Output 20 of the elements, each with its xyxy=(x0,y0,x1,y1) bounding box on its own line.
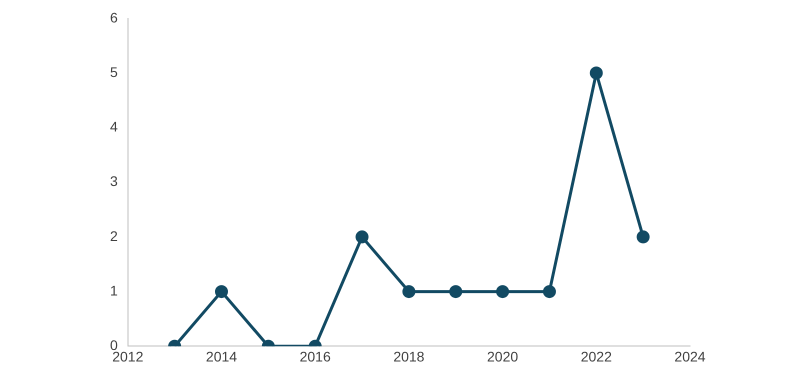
y-tick-label: 1 xyxy=(110,282,118,298)
point xyxy=(356,230,369,244)
y-tick-label: 2 xyxy=(110,228,118,244)
x-tick-label: 2018 xyxy=(393,348,425,364)
y-tick-label: 6 xyxy=(110,9,118,26)
point xyxy=(214,285,228,298)
x-tick-label: 2020 xyxy=(487,348,518,364)
x-tick-label: 2024 xyxy=(674,348,706,364)
x-tick-label: 2016 xyxy=(300,348,331,364)
x-tick-label: 2014 xyxy=(206,348,238,364)
point xyxy=(542,285,556,298)
point xyxy=(449,285,462,298)
y-tick-label: 5 xyxy=(110,64,118,80)
point xyxy=(402,285,416,298)
x-tick-label: 2022 xyxy=(580,348,612,364)
point xyxy=(590,66,603,80)
point xyxy=(496,285,510,298)
point xyxy=(636,230,650,244)
y-tick-label: 3 xyxy=(110,173,118,190)
y-tick-label: 4 xyxy=(110,118,118,135)
